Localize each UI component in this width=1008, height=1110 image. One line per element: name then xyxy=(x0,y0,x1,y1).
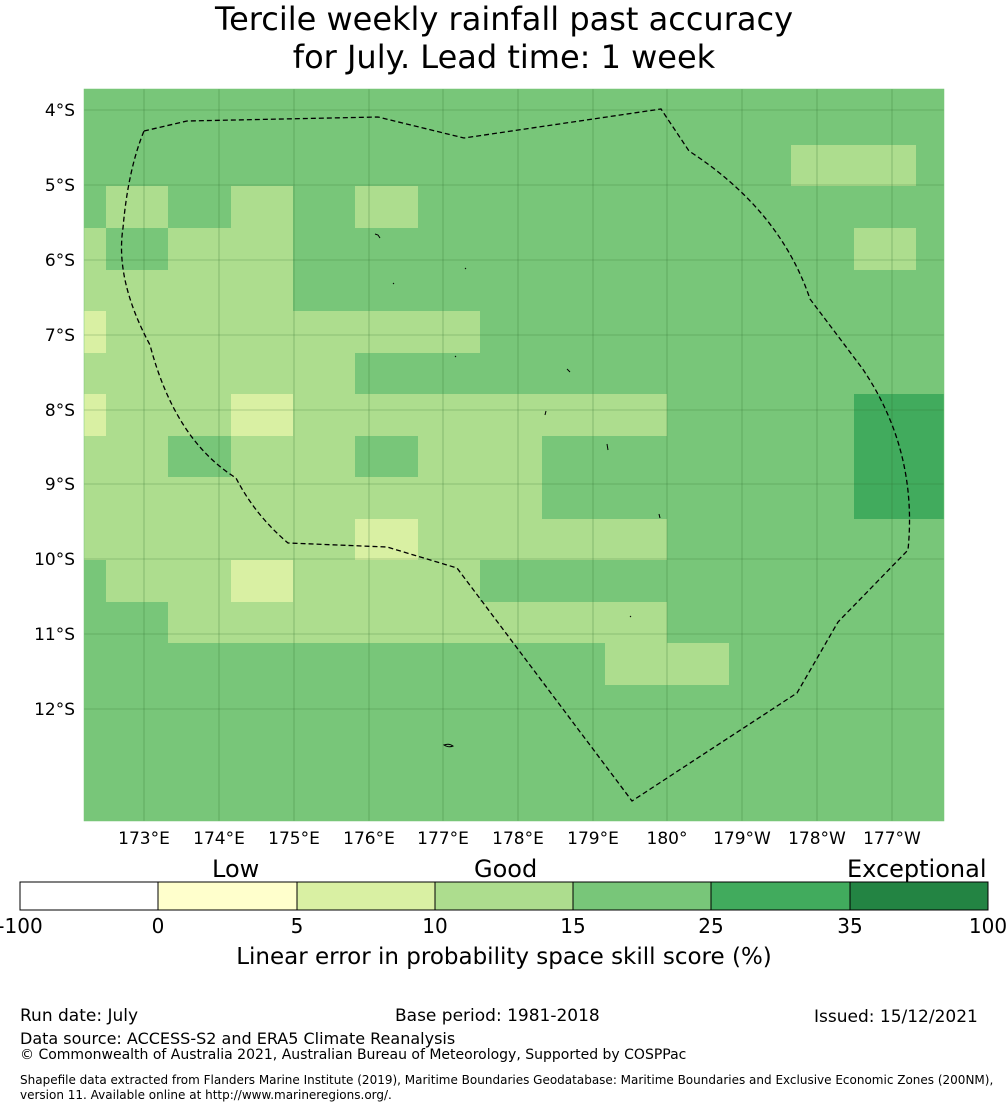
skill-cell xyxy=(106,228,168,270)
lat-tick-label: 6°S xyxy=(45,251,75,271)
colorbar-segment xyxy=(710,881,851,911)
colorbar xyxy=(19,881,989,911)
eez-boundary xyxy=(120,108,911,802)
island xyxy=(464,267,467,270)
lat-tick-label: 7°S xyxy=(45,326,75,346)
skill-score-grid xyxy=(84,89,944,821)
skill-cell xyxy=(168,228,231,436)
skill-cell xyxy=(106,186,168,228)
skill-cell xyxy=(480,394,667,436)
skill-cell xyxy=(231,602,293,643)
skill-cell xyxy=(106,270,168,602)
category-exceptional: Exceptional xyxy=(847,855,987,883)
colorbar-tick: 100 xyxy=(968,914,1008,938)
lat-tick-label: 9°S xyxy=(45,475,75,495)
map-frame xyxy=(83,88,945,822)
skill-cell xyxy=(231,394,293,436)
skill-cell xyxy=(293,602,480,643)
latitude-labels: 4°S 5°S 6°S 7°S 8°S 9°S 10°S 11°S 12°S xyxy=(34,101,75,720)
lon-tick-label: 177°E xyxy=(417,829,469,849)
lat-tick-label: 8°S xyxy=(45,401,75,421)
island xyxy=(629,615,632,618)
colorbar-segment xyxy=(296,881,436,911)
skill-cell xyxy=(854,228,916,270)
skill-cell xyxy=(791,145,916,186)
skill-cell xyxy=(355,186,418,228)
longitude-labels: 173°E 174°E 175°E 176°E 177°E 178°E 179°E 180° 1… xyxy=(118,829,921,849)
title-line-1: Tercile weekly rainfall past accuracy xyxy=(214,0,793,38)
colorbar-tick: 10 xyxy=(422,914,448,938)
skill-cell xyxy=(355,519,418,560)
base-period: Base period: 1981-2018 xyxy=(395,1006,600,1026)
skill-cell xyxy=(231,643,293,685)
skill-cell xyxy=(84,560,106,643)
category-good: Good xyxy=(474,855,538,883)
lon-tick-label: 176°E xyxy=(343,829,395,849)
run-date: Run date: July xyxy=(20,1006,139,1026)
lat-tick-label: 11°S xyxy=(34,625,75,645)
category-low: Low xyxy=(212,855,260,883)
colorbar-tick: 15 xyxy=(560,914,586,938)
skill-cell xyxy=(480,436,542,560)
islands xyxy=(374,233,661,748)
lon-tick-label: 178°E xyxy=(492,829,544,849)
island xyxy=(544,410,547,416)
shapefile-credit: Shapefile data extracted from Flanders M… xyxy=(20,1073,994,1102)
skill-cell xyxy=(542,519,667,560)
island xyxy=(374,233,381,239)
lon-tick-label: 174°E xyxy=(193,829,245,849)
lat-tick-label: 5°S xyxy=(45,176,75,196)
title-line-2: for July. Lead time: 1 week xyxy=(292,38,716,76)
colorbar-segment xyxy=(157,881,298,911)
skill-cell xyxy=(355,436,418,477)
skill-cell xyxy=(854,394,944,519)
colorbar-segment xyxy=(849,881,989,911)
colorbar-segment xyxy=(434,881,574,911)
lon-tick-label: 180° xyxy=(647,829,688,849)
skill-cell xyxy=(231,560,293,602)
colorbar-tick: 25 xyxy=(698,914,724,938)
lon-tick-label: 179°E xyxy=(567,829,619,849)
copyright-notice: © Commonwealth of Australia 2021, Austra… xyxy=(20,1047,687,1063)
colorbar-tick: -100 xyxy=(0,914,43,938)
lon-tick-label: 175°E xyxy=(268,829,320,849)
skill-cell xyxy=(355,353,480,394)
skill-cell xyxy=(168,477,231,643)
colorbar-tick: 5 xyxy=(290,914,304,938)
island xyxy=(566,368,571,373)
colorbar-tick: 35 xyxy=(837,914,863,938)
lat-tick-label: 10°S xyxy=(34,550,75,570)
colorbar-segment xyxy=(19,881,159,911)
skill-cell xyxy=(355,394,418,436)
colorbar-label: Linear error in probability space skill … xyxy=(236,944,772,970)
skill-cell xyxy=(293,311,355,602)
lat-tick-label: 12°S xyxy=(34,700,75,720)
lon-tick-label: 178°W xyxy=(788,829,846,849)
island xyxy=(442,743,454,748)
skill-cell xyxy=(84,311,106,353)
skill-cell xyxy=(84,394,106,436)
skill-cell xyxy=(168,436,231,477)
lon-tick-label: 177°W xyxy=(863,829,921,849)
colorbar-tick: 0 xyxy=(151,914,165,938)
map-title: Tercile weekly rainfall past accuracy fo… xyxy=(0,0,1008,76)
graticule xyxy=(84,89,944,821)
skill-cell xyxy=(480,602,667,643)
island xyxy=(658,513,661,519)
issued-date: Issued: 15/12/2021 xyxy=(814,1007,978,1027)
lon-tick-label: 179°W xyxy=(713,829,771,849)
data-source: Data source: ACCESS-S2 and ERA5 Climate … xyxy=(20,1029,456,1048)
island xyxy=(606,443,609,451)
lon-tick-label: 173°E xyxy=(118,829,170,849)
island xyxy=(392,282,395,285)
lat-tick-label: 4°S xyxy=(45,101,75,121)
island xyxy=(454,355,457,358)
colorbar-segment xyxy=(572,881,712,911)
